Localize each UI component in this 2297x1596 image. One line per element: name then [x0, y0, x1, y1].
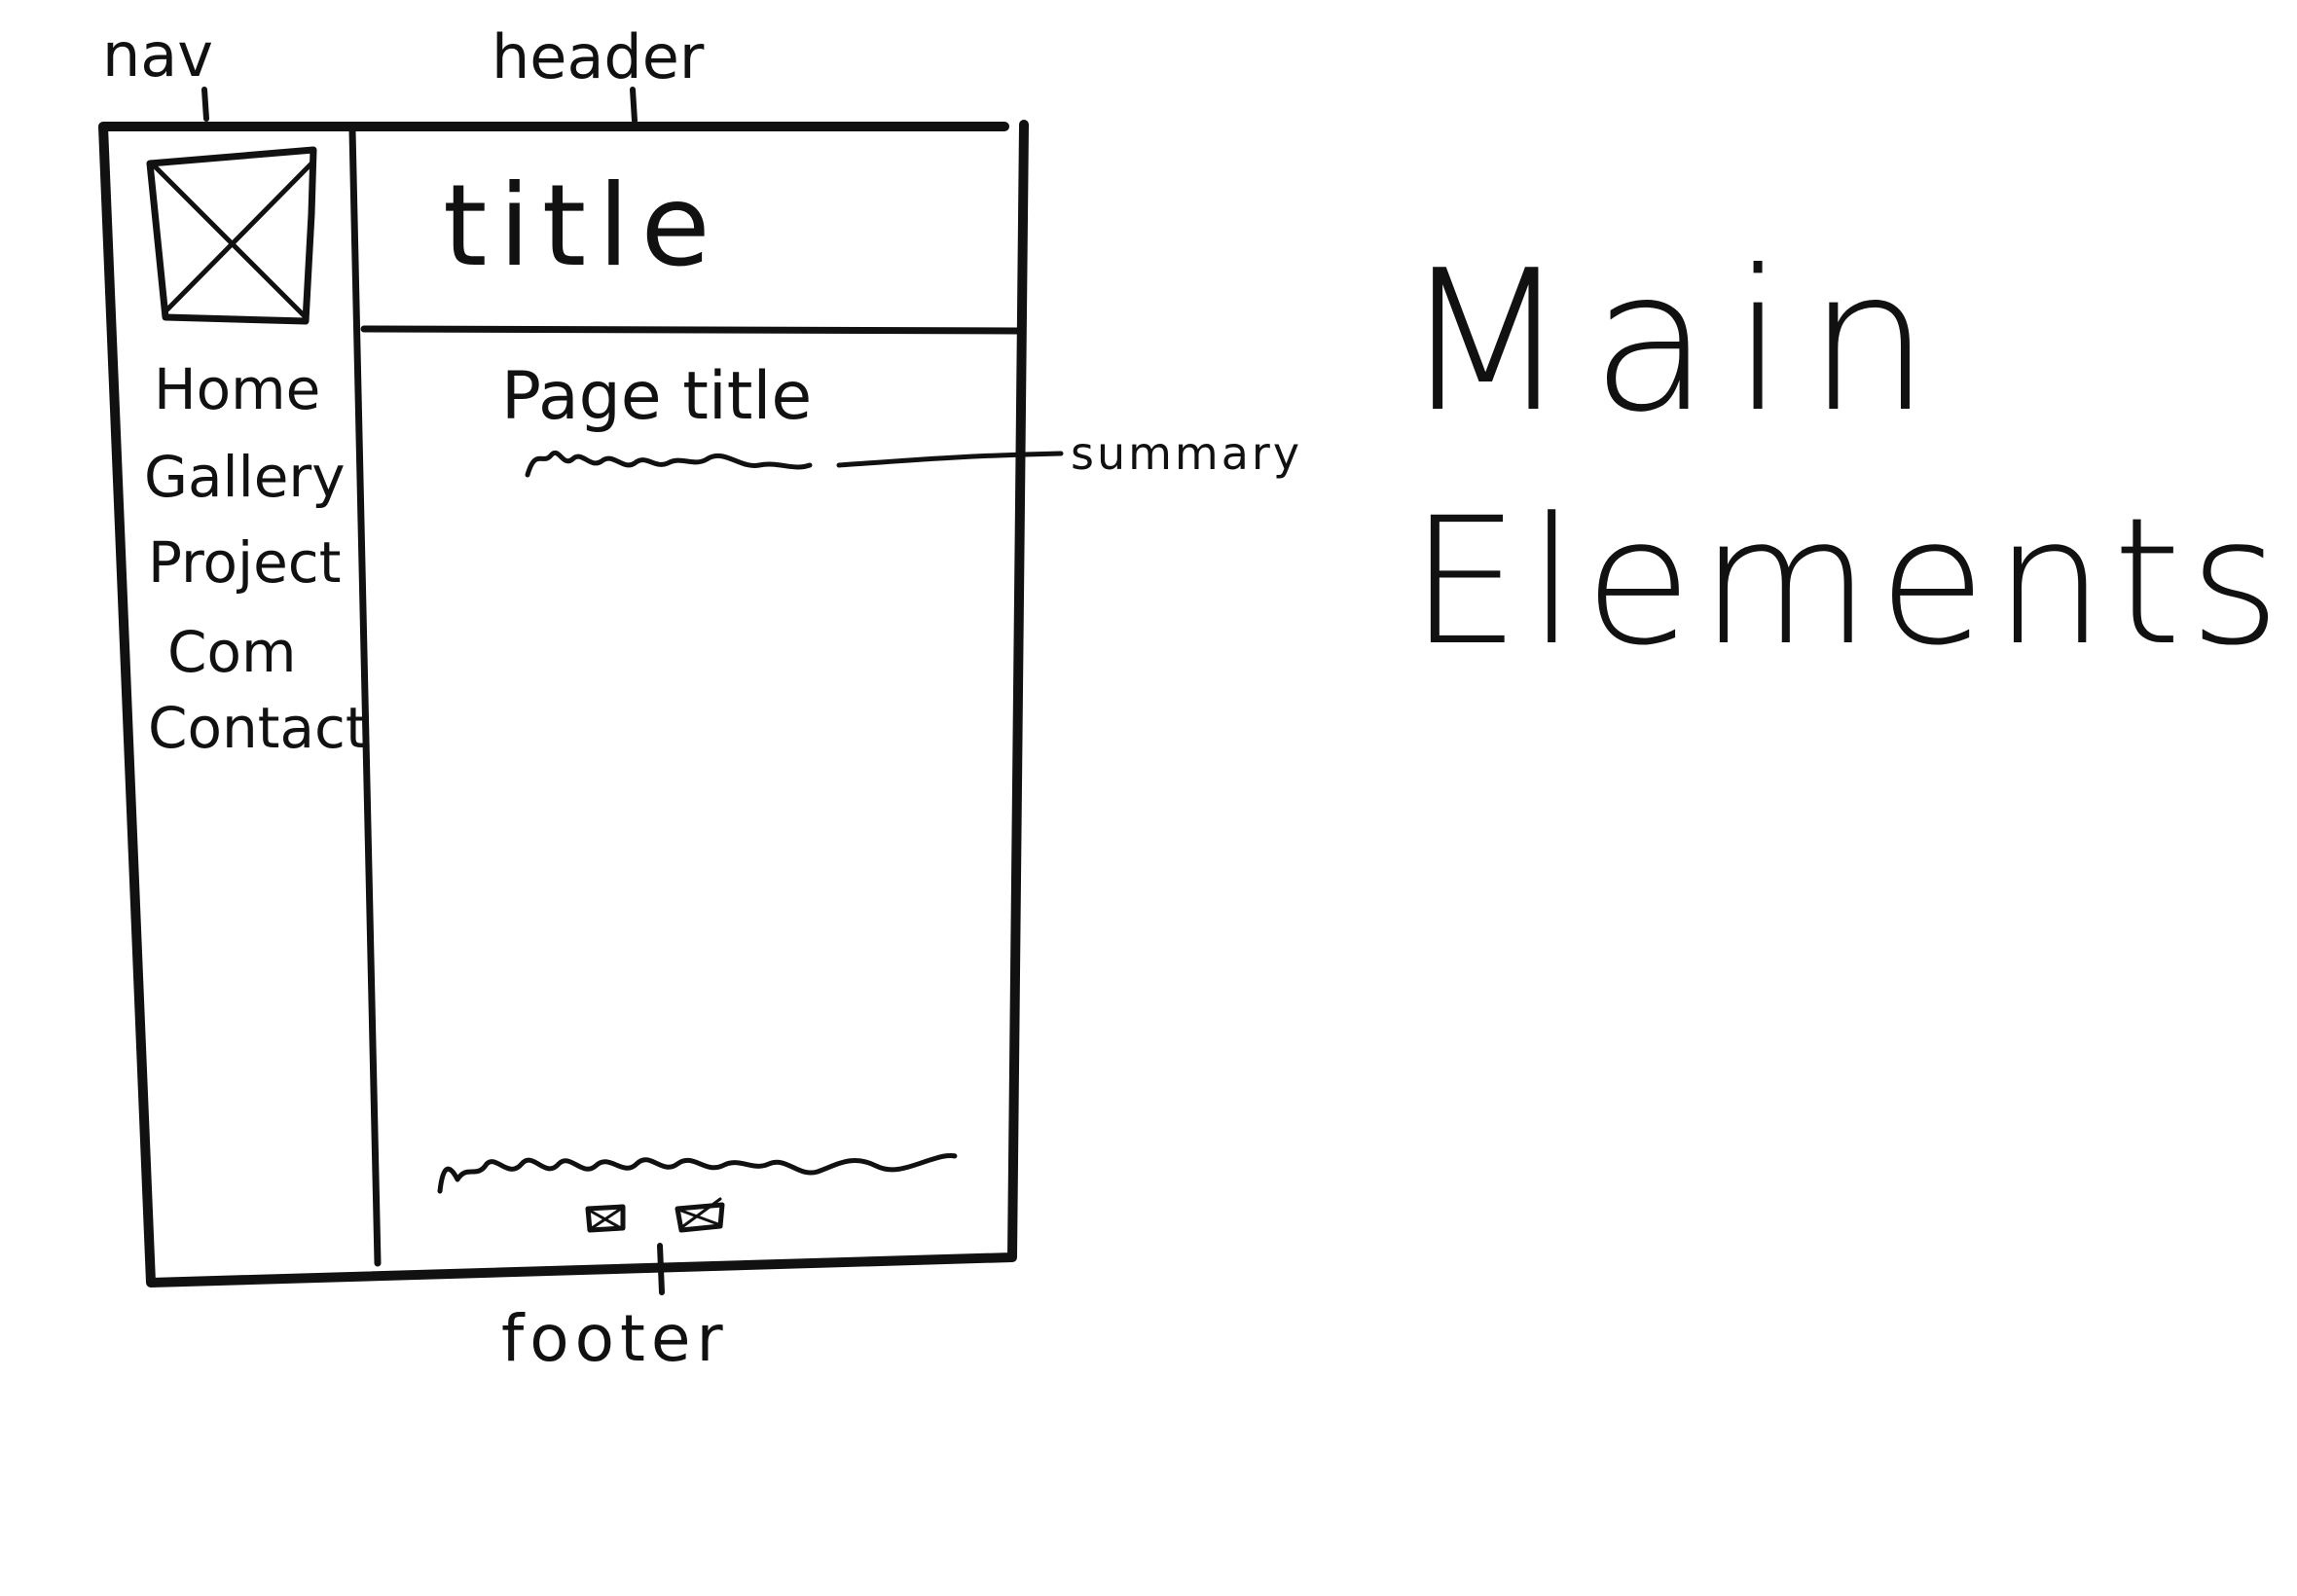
footer-icon-1	[585, 1204, 626, 1233]
nav-divider	[348, 127, 382, 1267]
footer-callout-label: footer	[501, 1301, 729, 1376]
summary-scribble	[525, 451, 813, 478]
summary-callout-label: summary	[1071, 427, 1302, 480]
footer-callout-tick	[657, 1243, 665, 1295]
footer-text-scribble	[437, 1153, 958, 1194]
page-title: Page title	[501, 358, 812, 435]
header-divider	[360, 325, 1022, 335]
nav-callout-tick	[201, 87, 209, 122]
page-frame	[98, 120, 1029, 1288]
header-callout-label: header	[492, 21, 705, 92]
nav-item-com[interactable]: Com	[167, 619, 296, 685]
header-callout-tick	[630, 87, 638, 124]
nav-item-project[interactable]: Project	[148, 529, 341, 596]
footer-icon-2	[675, 1197, 725, 1233]
nav-item-gallery[interactable]: Gallery	[144, 444, 346, 510]
summary-leader-line	[836, 451, 1064, 468]
header-title: title	[443, 161, 722, 292]
nav-item-contact[interactable]: Contact	[148, 695, 368, 761]
heading-line-main: Main	[1402, 229, 1951, 455]
nav-callout-label: nav	[102, 19, 213, 91]
heading-line-elements: Elements	[1409, 481, 2288, 684]
image-placeholder-icon	[146, 146, 317, 325]
nav-item-home[interactable]: Home	[154, 356, 320, 422]
